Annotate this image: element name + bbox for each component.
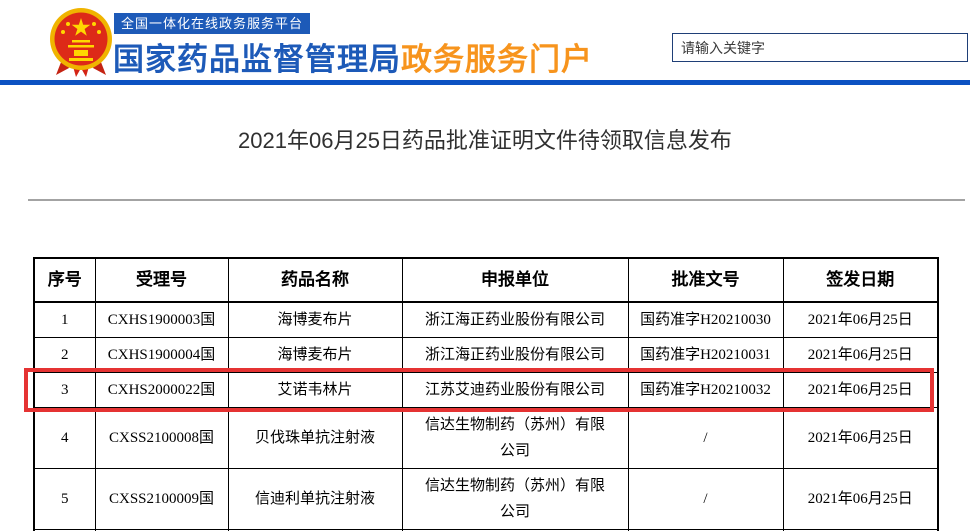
table-cell: /	[627, 407, 784, 469]
national-emblem-icon	[49, 7, 113, 82]
table-row: 2 CXHS1900004国 海博麦布片 浙江海正药业股份有限公司 国药准字H20210…	[33, 337, 939, 373]
site-title: 国家药品监督管理局政务服务门户	[113, 34, 593, 79]
table-cell: CXSS2100009国	[94, 468, 229, 530]
column-header: 申报单位	[401, 257, 629, 303]
table-cell: 2021年06月25日	[782, 468, 939, 530]
page-title: 2021年06月25日药品批准证明文件待领取信息发布	[238, 128, 732, 153]
table-cell: 信达生物制药（苏州）有限 公司	[401, 407, 629, 469]
horizontal-divider	[28, 199, 965, 201]
table-cell: 浙江海正药业股份有限公司	[401, 337, 629, 373]
table-row: 4 CXSS2100008国 贝伐珠单抗注射液 信达生物制药（苏州）有限 公司/202…	[33, 407, 939, 469]
table-cell: CXSS2100008国	[94, 407, 229, 469]
column-header: 批准文号	[627, 257, 784, 303]
table-cell: 海博麦布片	[227, 301, 403, 338]
platform-badge: 全国一体化在线政务服务平台	[114, 13, 311, 34]
table-cell: 浙江海正药业股份有限公司	[401, 301, 629, 338]
search-input[interactable]	[672, 33, 968, 62]
table-cell	[782, 529, 939, 531]
column-header: 序号	[33, 257, 96, 303]
results-table: 序号 受理号 药品名称 申报单位 批准文号 签发日期 1 CXHS1900003国 海博麦布片…	[33, 257, 939, 531]
table-cell: 3	[33, 372, 96, 408]
table-cell: 1	[33, 301, 96, 338]
column-header: 药品名称	[227, 257, 403, 303]
table-cell: 贝伐珠单抗注射液	[227, 407, 403, 469]
site-header: 全国一体化在线政务服务平台 国家药品监督管理局政务服务门户	[0, 0, 970, 85]
column-header: 签发日期	[782, 257, 939, 303]
table-cell: 4	[33, 407, 96, 469]
table-row: 5 CXSS2100009国 信迪利单抗注射液 信达生物制药（苏州）有限 公司/202…	[33, 468, 939, 530]
table-cell: 江苏艾迪药业股份有限公司	[401, 372, 629, 408]
table-cell: CXHS1900003国	[94, 301, 229, 338]
table-row: 3 CXHS2000022国 艾诺韦林片 江苏艾迪药业股份有限公司 国药准字H20210…	[33, 372, 939, 408]
table-row-partial	[33, 529, 939, 531]
table-cell: 信达生物制药（苏州）有限 公司	[401, 468, 629, 530]
table-cell: 国药准字H20210032	[627, 372, 784, 408]
table-cell: 5	[33, 468, 96, 530]
site-suffix: 政务服务门户	[401, 42, 593, 77]
site-name: 国家药品监督管理局	[113, 42, 401, 77]
table-cell: 2021年06月25日	[782, 301, 939, 338]
table-cell: 2021年06月25日	[782, 407, 939, 469]
column-header: 受理号	[94, 257, 229, 303]
table-cell: 2	[33, 337, 96, 373]
table-cell: 2021年06月25日	[782, 337, 939, 373]
table-header-row: 序号 受理号 药品名称 申报单位 批准文号 签发日期	[33, 257, 939, 303]
table-cell: 2021年06月25日	[782, 372, 939, 408]
table-cell: 国药准字H20210031	[627, 337, 784, 373]
table-cell: CXHS1900004国	[94, 337, 229, 373]
table-cell: 艾诺韦林片	[227, 372, 403, 408]
table-cell: /	[627, 468, 784, 530]
table-cell: 海博麦布片	[227, 337, 403, 373]
table-row: 1 CXHS1900003国 海博麦布片 浙江海正药业股份有限公司 国药准字H20210…	[33, 301, 939, 338]
table-cell: 国药准字H20210030	[627, 301, 784, 338]
table-cell: 信迪利单抗注射液	[227, 468, 403, 530]
table-cell: CXHS2000022国	[94, 372, 229, 408]
